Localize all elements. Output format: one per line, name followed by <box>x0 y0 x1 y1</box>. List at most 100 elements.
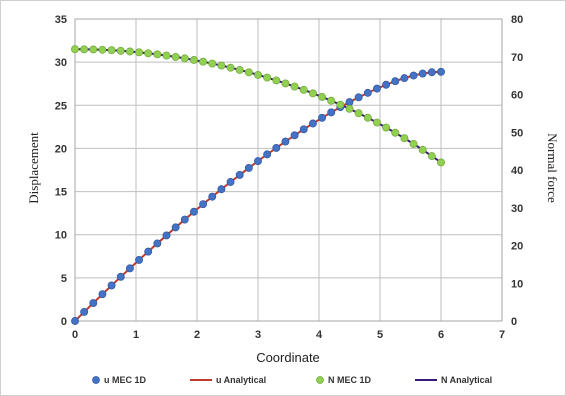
x-tick-label: 3 <box>255 329 261 341</box>
data-point-n-mec-1d <box>290 82 299 91</box>
data-point-u-mec-1d <box>171 223 180 232</box>
data-point-u-mec-1d <box>71 317 79 325</box>
data-point-u-mec-1d <box>244 163 253 172</box>
data-point-n-mec-1d <box>318 93 326 101</box>
y-right-tick-label: 10 <box>511 278 523 290</box>
data-point-u-mec-1d <box>272 143 281 152</box>
data-point-u-mec-1d <box>318 113 326 122</box>
data-point-n-mec-1d <box>437 158 445 167</box>
data-point-n-mec-1d <box>299 85 308 94</box>
legend-item-n-mec: N MEC 1D <box>316 375 372 385</box>
data-point-n-mec-1d <box>327 96 336 105</box>
y-left-tick-label: 20 <box>55 143 67 155</box>
legend-marker-u-mec <box>92 376 100 384</box>
legend-label-n-analytical: N Analytical <box>441 375 492 385</box>
y-left-tick-label: 25 <box>55 100 67 112</box>
data-point-u-mec-1d <box>89 299 98 308</box>
data-point-n-mec-1d <box>235 66 244 74</box>
data-point-n-mec-1d <box>363 113 372 122</box>
y-left-tick-label: 15 <box>55 187 67 199</box>
data-point-n-mec-1d <box>98 45 107 54</box>
data-point-u-mec-1d <box>345 98 354 107</box>
legend-label-u-mec: u MEC 1D <box>104 375 147 385</box>
y-right-tick-label: 50 <box>511 127 523 139</box>
data-point-n-mec-1d <box>418 145 427 154</box>
data-point-n-mec-1d <box>409 139 418 148</box>
data-point-n-mec-1d <box>400 134 409 143</box>
data-point-n-mec-1d <box>80 45 89 54</box>
data-point-u-mec-1d <box>135 255 143 264</box>
data-point-n-mec-1d <box>226 63 235 72</box>
data-point-n-mec-1d <box>116 46 125 55</box>
data-point-n-mec-1d <box>354 109 363 118</box>
legend-label-n-mec: N MEC 1D <box>328 375 372 385</box>
data-point-n-mec-1d <box>217 61 226 70</box>
legend-item-u-analytical: u Analytical <box>190 375 266 385</box>
data-point-u-mec-1d <box>299 125 308 134</box>
data-point-n-mec-1d <box>208 59 217 68</box>
x-tick-label: 4 <box>316 329 323 341</box>
data-point-n-mec-1d <box>180 54 189 63</box>
y-left-tick-label: 0 <box>61 316 67 328</box>
data-point-n-mec-1d <box>199 57 208 66</box>
data-point-u-mec-1d <box>263 150 272 159</box>
data-point-n-mec-1d <box>125 47 134 56</box>
y-right-tick-label: 30 <box>511 203 523 215</box>
data-point-u-mec-1d <box>254 157 262 166</box>
y-right-tick-label: 80 <box>511 14 523 26</box>
data-point-u-mec-1d <box>409 71 418 80</box>
x-tick-label: 1 <box>133 329 139 341</box>
y-right-tick-label: 0 <box>511 316 517 328</box>
legend: u MEC 1D u Analytical N MEC 1D N Analyti… <box>92 375 492 385</box>
data-point-u-mec-1d <box>418 69 427 78</box>
data-point-u-mec-1d <box>144 247 153 256</box>
data-point-n-mec-1d <box>244 68 253 77</box>
y-left-tick-label: 30 <box>55 57 67 69</box>
data-point-u-mec-1d <box>116 272 125 281</box>
gridlines <box>74 18 503 322</box>
data-point-u-mec-1d <box>180 215 189 224</box>
data-point-n-mec-1d <box>89 45 98 54</box>
data-point-n-mec-1d <box>153 50 162 59</box>
data-point-n-mec-1d <box>162 51 171 60</box>
x-tick-label: 2 <box>194 329 200 341</box>
data-point-n-mec-1d <box>427 152 436 161</box>
data-point-u-mec-1d <box>382 80 391 89</box>
y-right-tick-label: 40 <box>511 165 523 177</box>
data-point-n-mec-1d <box>189 56 198 64</box>
data-point-n-mec-1d <box>71 45 79 54</box>
data-point-u-mec-1d <box>391 77 400 86</box>
data-point-u-mec-1d <box>162 231 171 240</box>
x-tick-label: 6 <box>438 329 444 341</box>
x-tick-label: 7 <box>499 329 505 341</box>
data-point-n-mec-1d <box>135 48 143 57</box>
data-point-u-mec-1d <box>189 207 198 216</box>
data-point-u-mec-1d <box>427 68 436 77</box>
x-tick-label: 5 <box>377 329 383 341</box>
data-point-u-mec-1d <box>308 119 317 128</box>
data-point-u-mec-1d <box>373 84 381 93</box>
data-point-u-mec-1d <box>208 192 217 201</box>
data-point-u-mec-1d <box>226 178 235 186</box>
data-point-n-mec-1d <box>272 76 281 85</box>
data-point-u-mec-1d <box>153 239 162 248</box>
data-point-u-mec-1d <box>400 74 409 83</box>
data-point-n-mec-1d <box>391 128 400 137</box>
data-point-n-mec-1d <box>281 79 290 88</box>
data-point-n-mec-1d <box>144 49 153 58</box>
data-point-u-mec-1d <box>363 88 372 97</box>
data-point-u-mec-1d <box>327 108 336 117</box>
data-point-u-mec-1d <box>235 170 244 179</box>
data-point-n-mec-1d <box>107 46 116 55</box>
data-point-n-mec-1d <box>254 70 262 79</box>
data-point-u-mec-1d <box>290 131 299 140</box>
y-left-tick-label: 10 <box>55 230 67 242</box>
data-point-u-mec-1d <box>98 290 107 299</box>
data-point-u-mec-1d <box>125 264 134 273</box>
plot-area-border <box>74 18 503 322</box>
legend-item-n-analytical: N Analytical <box>415 375 492 385</box>
data-point-n-mec-1d <box>308 89 317 98</box>
legend-label-u-analytical: u Analytical <box>216 375 266 385</box>
